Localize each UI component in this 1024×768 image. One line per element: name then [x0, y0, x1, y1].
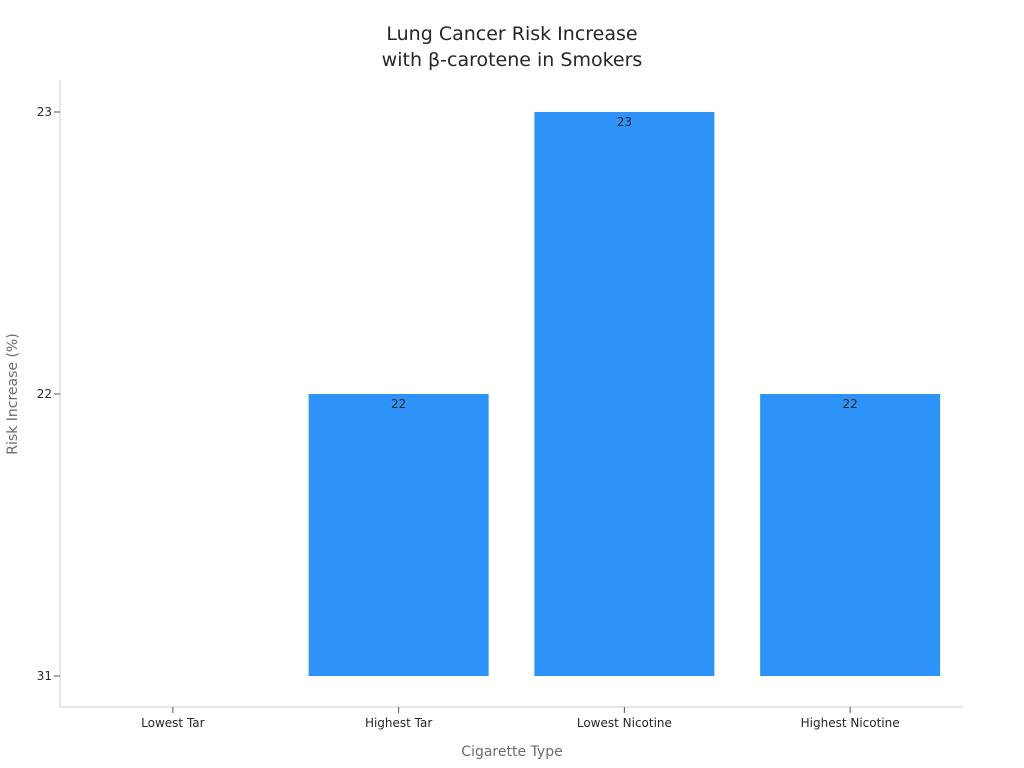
- bar-value-label: 22: [391, 397, 406, 411]
- x-tick-label: Highest Nicotine: [801, 716, 900, 730]
- y-tick-label: 23: [37, 105, 52, 119]
- bar-value-label: 23: [617, 115, 632, 129]
- chart-title-line-1: Lung Cancer Risk Increase: [386, 23, 637, 45]
- bar: [760, 394, 941, 676]
- x-tick-label: Lowest Tar: [141, 716, 204, 730]
- bars-group: 22 23 22: [308, 112, 941, 676]
- y-axis-title: Risk Increase (%): [5, 333, 21, 454]
- y-axis: 31 22 23: [37, 80, 61, 707]
- x-axis-title: Cigarette Type: [461, 744, 562, 760]
- x-tick-label: Highest Tar: [365, 716, 432, 730]
- bar: [534, 112, 715, 676]
- y-tick-label: 31: [37, 669, 52, 683]
- x-tick-label: Lowest Nicotine: [577, 716, 672, 730]
- bar-value-label: 22: [842, 397, 857, 411]
- y-tick-label: 22: [37, 387, 52, 401]
- chart-title-line-2: with β-carotene in Smokers: [382, 49, 643, 71]
- bar: [308, 394, 489, 676]
- x-axis: Lowest Tar Highest Tar Lowest Nicotine High…: [60, 706, 963, 730]
